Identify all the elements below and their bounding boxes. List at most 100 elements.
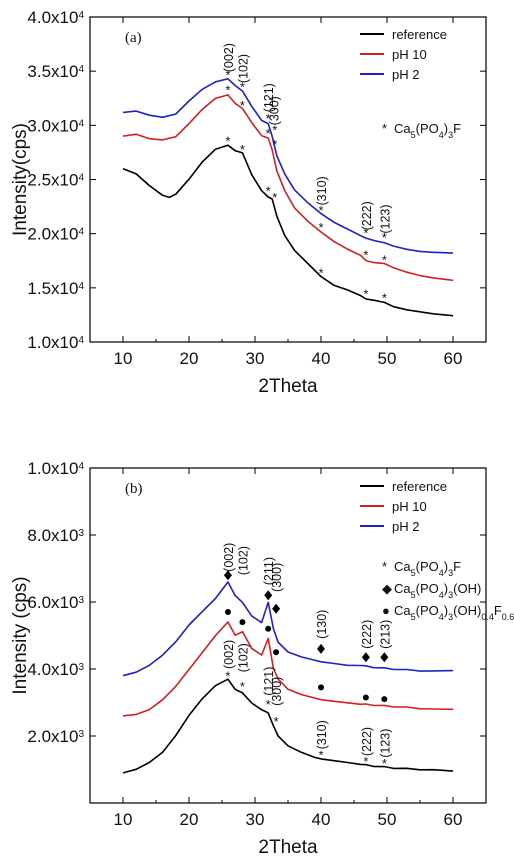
peak-hkl-label: (102) [236, 643, 250, 672]
peak-hkl-label: (102) [236, 54, 250, 83]
peak-star-marker: * [225, 669, 230, 684]
peak-dot-marker [224, 609, 231, 616]
peak-diamond-marker [317, 643, 325, 654]
peak-star-marker: * [266, 126, 271, 141]
panel-label: (b) [125, 481, 143, 497]
peak-hkl-label: (222) [360, 620, 374, 649]
series-line-ph-2 [122, 581, 454, 677]
peak-star-marker: * [318, 203, 323, 218]
peak-star-marker: * [272, 137, 277, 152]
peak-hkl-label: (123) [378, 729, 392, 758]
x-tick-label: 50 [378, 349, 397, 368]
peak-diamond-marker [223, 570, 232, 581]
x-tick-label: 40 [312, 810, 331, 829]
peak-diamond-marker [264, 590, 273, 601]
peak-hkl-label: (300) [267, 96, 281, 125]
x-tick-label: 20 [180, 810, 199, 829]
plot-frame [89, 467, 487, 804]
peak-star-marker: * [382, 756, 387, 771]
peak-hkl-label: (121) [262, 83, 276, 112]
marker-legend-formula: Ca5(PO4)3F [394, 121, 461, 140]
peak-star-marker: * [363, 286, 368, 301]
peak-star-marker: * [363, 754, 368, 769]
x-axis-title: 2Theta [258, 376, 318, 397]
peak-star-marker: * [240, 142, 245, 157]
peak-star-marker: * [318, 747, 323, 762]
y-tick-label: 1.5x104 [27, 279, 84, 298]
y-tick-label: 4.0x104 [27, 8, 84, 27]
series-line-reference [122, 144, 454, 317]
y-tick-label: 2.0x103 [27, 727, 84, 746]
chart-panel-a: 10 20 30 40 50 60 1.0x104 1.5x104 2.0x104 2.5x104… [10, 8, 487, 397]
marker-legend-symbol: ● [382, 603, 390, 618]
peak-hkl-label: (002) [222, 43, 236, 72]
x-tick-label: 10 [114, 349, 133, 368]
peak-star-marker: * [266, 183, 271, 198]
peak-star-marker: * [225, 83, 230, 98]
peak-star-marker: * [382, 230, 387, 245]
x-tick-label: 60 [444, 810, 463, 829]
peak-star-marker: * [363, 226, 368, 241]
peak-hkl-label: (130) [315, 610, 329, 639]
legend-label: pH 2 [392, 67, 419, 82]
peak-star-marker: * [225, 134, 230, 149]
peak-star-marker: * [240, 79, 245, 94]
y-tick-label: 3.5x104 [27, 62, 84, 81]
x-tick-label: 10 [114, 810, 133, 829]
peak-dot-marker [318, 684, 324, 691]
peak-star-marker: * [272, 123, 277, 138]
series-line-reference [122, 678, 454, 774]
peak-dot-marker [239, 619, 246, 626]
peak-hkl-label: (300) [270, 563, 284, 592]
peak-dot-marker [273, 649, 280, 656]
y-tick-label: 3.0x104 [27, 116, 84, 135]
x-tick-label: 60 [444, 349, 463, 368]
peak-star-marker: * [240, 98, 245, 113]
peak-star-marker: * [240, 679, 245, 694]
panel-label: (a) [125, 30, 142, 46]
x-tick-label: 40 [312, 349, 331, 368]
marker-legend-symbol: * [382, 121, 387, 136]
marker-legend-formula: Ca5(PO4)3F [394, 559, 461, 578]
peak-diamond-marker [361, 652, 370, 663]
legend-label: reference [392, 27, 447, 42]
marker-legend-symbol: ◆ [382, 581, 392, 596]
chart-panel-b: 10 20 30 40 50 60 2.0x103 4.0x103 6.0x103 8.0x103… [10, 459, 514, 856]
peak-star-marker: * [266, 111, 271, 126]
x-tick-label: 30 [246, 349, 265, 368]
peak-star-marker: * [318, 266, 323, 281]
peak-hkl-label: (222) [360, 727, 374, 756]
legend-label: pH 10 [392, 47, 427, 62]
peak-hkl-label: (310) [315, 176, 329, 205]
marker-legend-formula: Ca5(PO4)3(OH)0.4F0.6 [394, 603, 514, 622]
y-tick-label: 2.0x104 [27, 225, 84, 244]
series-line-ph-10 [122, 94, 454, 282]
peak-star-marker: * [382, 291, 387, 306]
peak-star-marker: * [363, 247, 368, 262]
peak-diamond-marker [380, 652, 389, 663]
y-tick-label: 2.5x104 [27, 171, 84, 190]
y-tick-label: 4.0x103 [27, 660, 84, 679]
y-axis-title: Intensity (cps) [10, 576, 31, 694]
peak-star-marker: * [382, 253, 387, 268]
series-line-ph-2 [122, 78, 454, 254]
x-tick-label: 30 [246, 810, 265, 829]
peak-hkl-label: (300) [270, 677, 284, 706]
y-tick-label: 1.0x104 [27, 459, 84, 478]
peak-hkl-label: (222) [360, 201, 374, 230]
peak-hkl-label: (002) [222, 543, 236, 572]
x-tick-label: 20 [180, 349, 199, 368]
peak-hkl-label: (211) [262, 557, 276, 585]
peak-hkl-label: (121) [262, 667, 276, 696]
legend-label: pH 10 [392, 499, 427, 514]
x-axis-title: 2Theta [258, 837, 318, 856]
peak-star-marker: * [225, 67, 230, 82]
peak-hkl-label: (213) [378, 620, 392, 649]
y-tick-label: 1.0x104 [27, 333, 84, 352]
y-tick-label: 8.0x103 [27, 526, 84, 545]
y-axis-title: Intensity(cps) [10, 123, 31, 236]
y-tick-label: 6.0x103 [27, 593, 84, 612]
peak-dot-marker [265, 625, 272, 632]
marker-legend-formula: Ca5(PO4)3(OH) [394, 581, 481, 600]
marker-legend-symbol: * [382, 559, 387, 574]
